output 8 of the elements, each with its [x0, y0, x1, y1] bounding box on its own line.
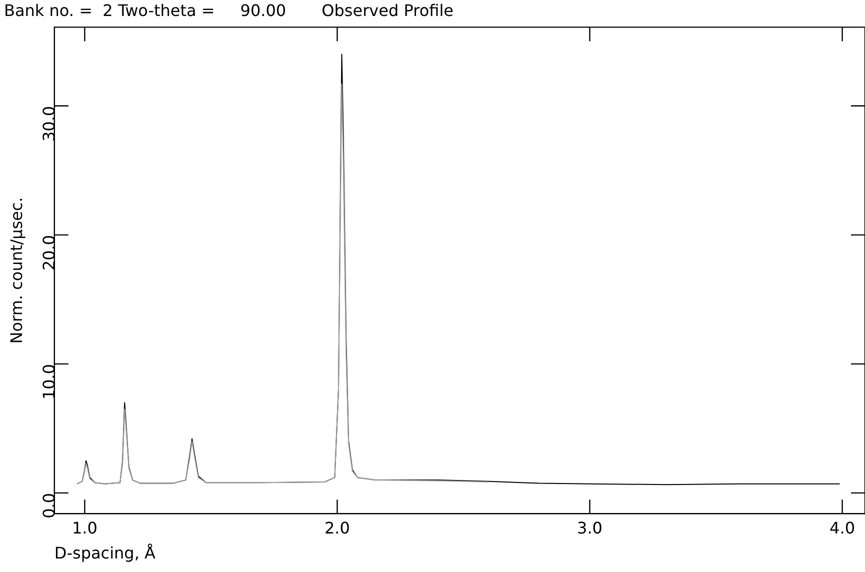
x-tick-label: 4.0 — [830, 518, 855, 538]
chart-title: Bank no. = 2 Two-theta = 90.00 Observed Profile — [4, 0, 454, 20]
x-tick-label: 2.0 — [324, 518, 350, 538]
y-tick-label: 0.0 — [40, 492, 59, 518]
y-axis-title: Norm. count/μsec. — [6, 197, 26, 344]
x-tick-label: 3.0 — [577, 518, 602, 538]
x-tick-label: 1.0 — [72, 518, 98, 538]
x-axis-title: D-spacing, Å — [54, 544, 156, 563]
